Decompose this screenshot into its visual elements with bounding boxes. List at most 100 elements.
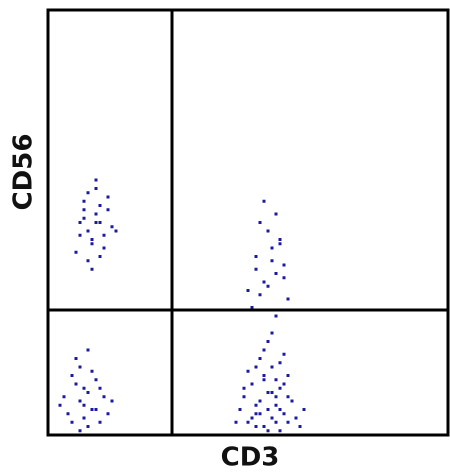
dot bbox=[86, 391, 90, 394]
dot bbox=[254, 267, 258, 271]
dot bbox=[74, 357, 78, 360]
dot bbox=[246, 289, 250, 292]
dot bbox=[110, 225, 114, 229]
dot bbox=[286, 297, 290, 301]
dot bbox=[270, 246, 274, 250]
dot bbox=[62, 395, 66, 399]
dot bbox=[102, 395, 106, 399]
dot bbox=[242, 386, 246, 390]
dot bbox=[254, 255, 258, 258]
dot bbox=[94, 378, 98, 382]
dot bbox=[266, 340, 270, 343]
plot-frame bbox=[46, 8, 450, 437]
dot bbox=[74, 250, 78, 254]
dot bbox=[86, 348, 90, 352]
dot bbox=[270, 331, 274, 335]
dot bbox=[278, 408, 282, 411]
dot bbox=[98, 386, 102, 390]
dot bbox=[262, 348, 266, 352]
dot bbox=[94, 212, 98, 216]
dot bbox=[258, 221, 262, 224]
dot bbox=[250, 306, 254, 309]
dot bbox=[262, 374, 266, 377]
dot bbox=[242, 395, 246, 399]
dot bbox=[94, 221, 98, 224]
dot bbox=[266, 408, 270, 411]
dot bbox=[106, 412, 110, 416]
dot bbox=[102, 233, 106, 237]
dot bbox=[90, 238, 94, 241]
dot bbox=[86, 259, 90, 263]
dot bbox=[266, 229, 270, 233]
dot bbox=[286, 420, 290, 424]
dot bbox=[234, 420, 238, 424]
dot bbox=[82, 216, 86, 220]
dot bbox=[246, 420, 250, 424]
dot bbox=[66, 412, 70, 416]
dot bbox=[278, 386, 282, 390]
dot bbox=[294, 416, 298, 420]
dot bbox=[86, 191, 90, 195]
dot bbox=[58, 403, 62, 407]
dot bbox=[238, 408, 242, 411]
dot bbox=[110, 399, 114, 403]
dot bbox=[278, 238, 282, 241]
dot bbox=[98, 221, 102, 224]
dot bbox=[78, 429, 82, 433]
dot bbox=[266, 429, 270, 433]
dot bbox=[298, 425, 302, 428]
dot bbox=[114, 229, 118, 233]
dot bbox=[82, 208, 86, 212]
dot bbox=[254, 425, 258, 428]
dot bbox=[254, 365, 258, 369]
dot bbox=[286, 395, 290, 399]
dot bbox=[282, 276, 286, 280]
dot bbox=[282, 263, 286, 267]
dot bbox=[266, 284, 270, 288]
dot bbox=[254, 412, 258, 416]
dot bbox=[258, 357, 262, 360]
dot bbox=[94, 178, 98, 182]
dot bbox=[266, 391, 270, 394]
dot bbox=[290, 399, 294, 403]
dot bbox=[82, 386, 86, 390]
x-axis-label: CD3 bbox=[221, 443, 280, 473]
dot bbox=[82, 416, 86, 420]
dot bbox=[258, 399, 262, 403]
dot bbox=[70, 420, 74, 424]
dot bbox=[98, 255, 102, 258]
dot bbox=[98, 420, 102, 424]
dot bbox=[86, 425, 90, 428]
dot bbox=[94, 408, 98, 411]
dot bbox=[90, 267, 94, 271]
dot bbox=[270, 365, 274, 369]
dot bbox=[262, 280, 266, 284]
dot bbox=[262, 425, 266, 428]
dot bbox=[274, 378, 278, 382]
dot bbox=[250, 416, 254, 420]
dot bbox=[282, 412, 286, 416]
dot bbox=[78, 399, 82, 403]
dot bbox=[86, 229, 90, 233]
dot bbox=[302, 408, 306, 411]
dot bbox=[90, 408, 94, 411]
dot bbox=[270, 416, 274, 420]
dot bbox=[78, 221, 82, 224]
dot bbox=[70, 374, 74, 377]
dot bbox=[270, 391, 274, 394]
dot bbox=[278, 429, 282, 433]
dot bbox=[250, 382, 254, 386]
y-axis-label: CD56 bbox=[9, 134, 39, 211]
dot bbox=[282, 382, 286, 386]
dot bbox=[278, 242, 282, 246]
dot bbox=[246, 369, 250, 373]
dot bbox=[274, 395, 278, 399]
dot bbox=[82, 199, 86, 203]
dot bbox=[74, 382, 78, 386]
dot bbox=[90, 369, 94, 373]
dot bbox=[274, 420, 278, 424]
dot bbox=[78, 365, 82, 369]
dot bbox=[262, 199, 266, 203]
dot bbox=[258, 412, 262, 416]
